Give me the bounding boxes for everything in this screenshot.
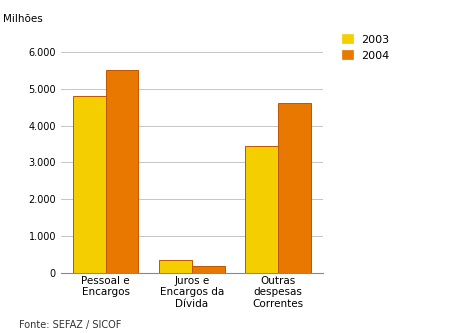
Bar bbox=[245, 146, 278, 273]
Bar bbox=[278, 103, 311, 273]
Bar bbox=[159, 260, 192, 273]
Text: Fonte: SEFAZ / SICOF: Fonte: SEFAZ / SICOF bbox=[19, 320, 121, 330]
Text: Milhões: Milhões bbox=[3, 14, 43, 24]
Bar bbox=[73, 96, 106, 273]
Legend: 2003, 2004: 2003, 2004 bbox=[342, 34, 390, 61]
Bar bbox=[106, 70, 139, 273]
Bar bbox=[192, 266, 225, 273]
